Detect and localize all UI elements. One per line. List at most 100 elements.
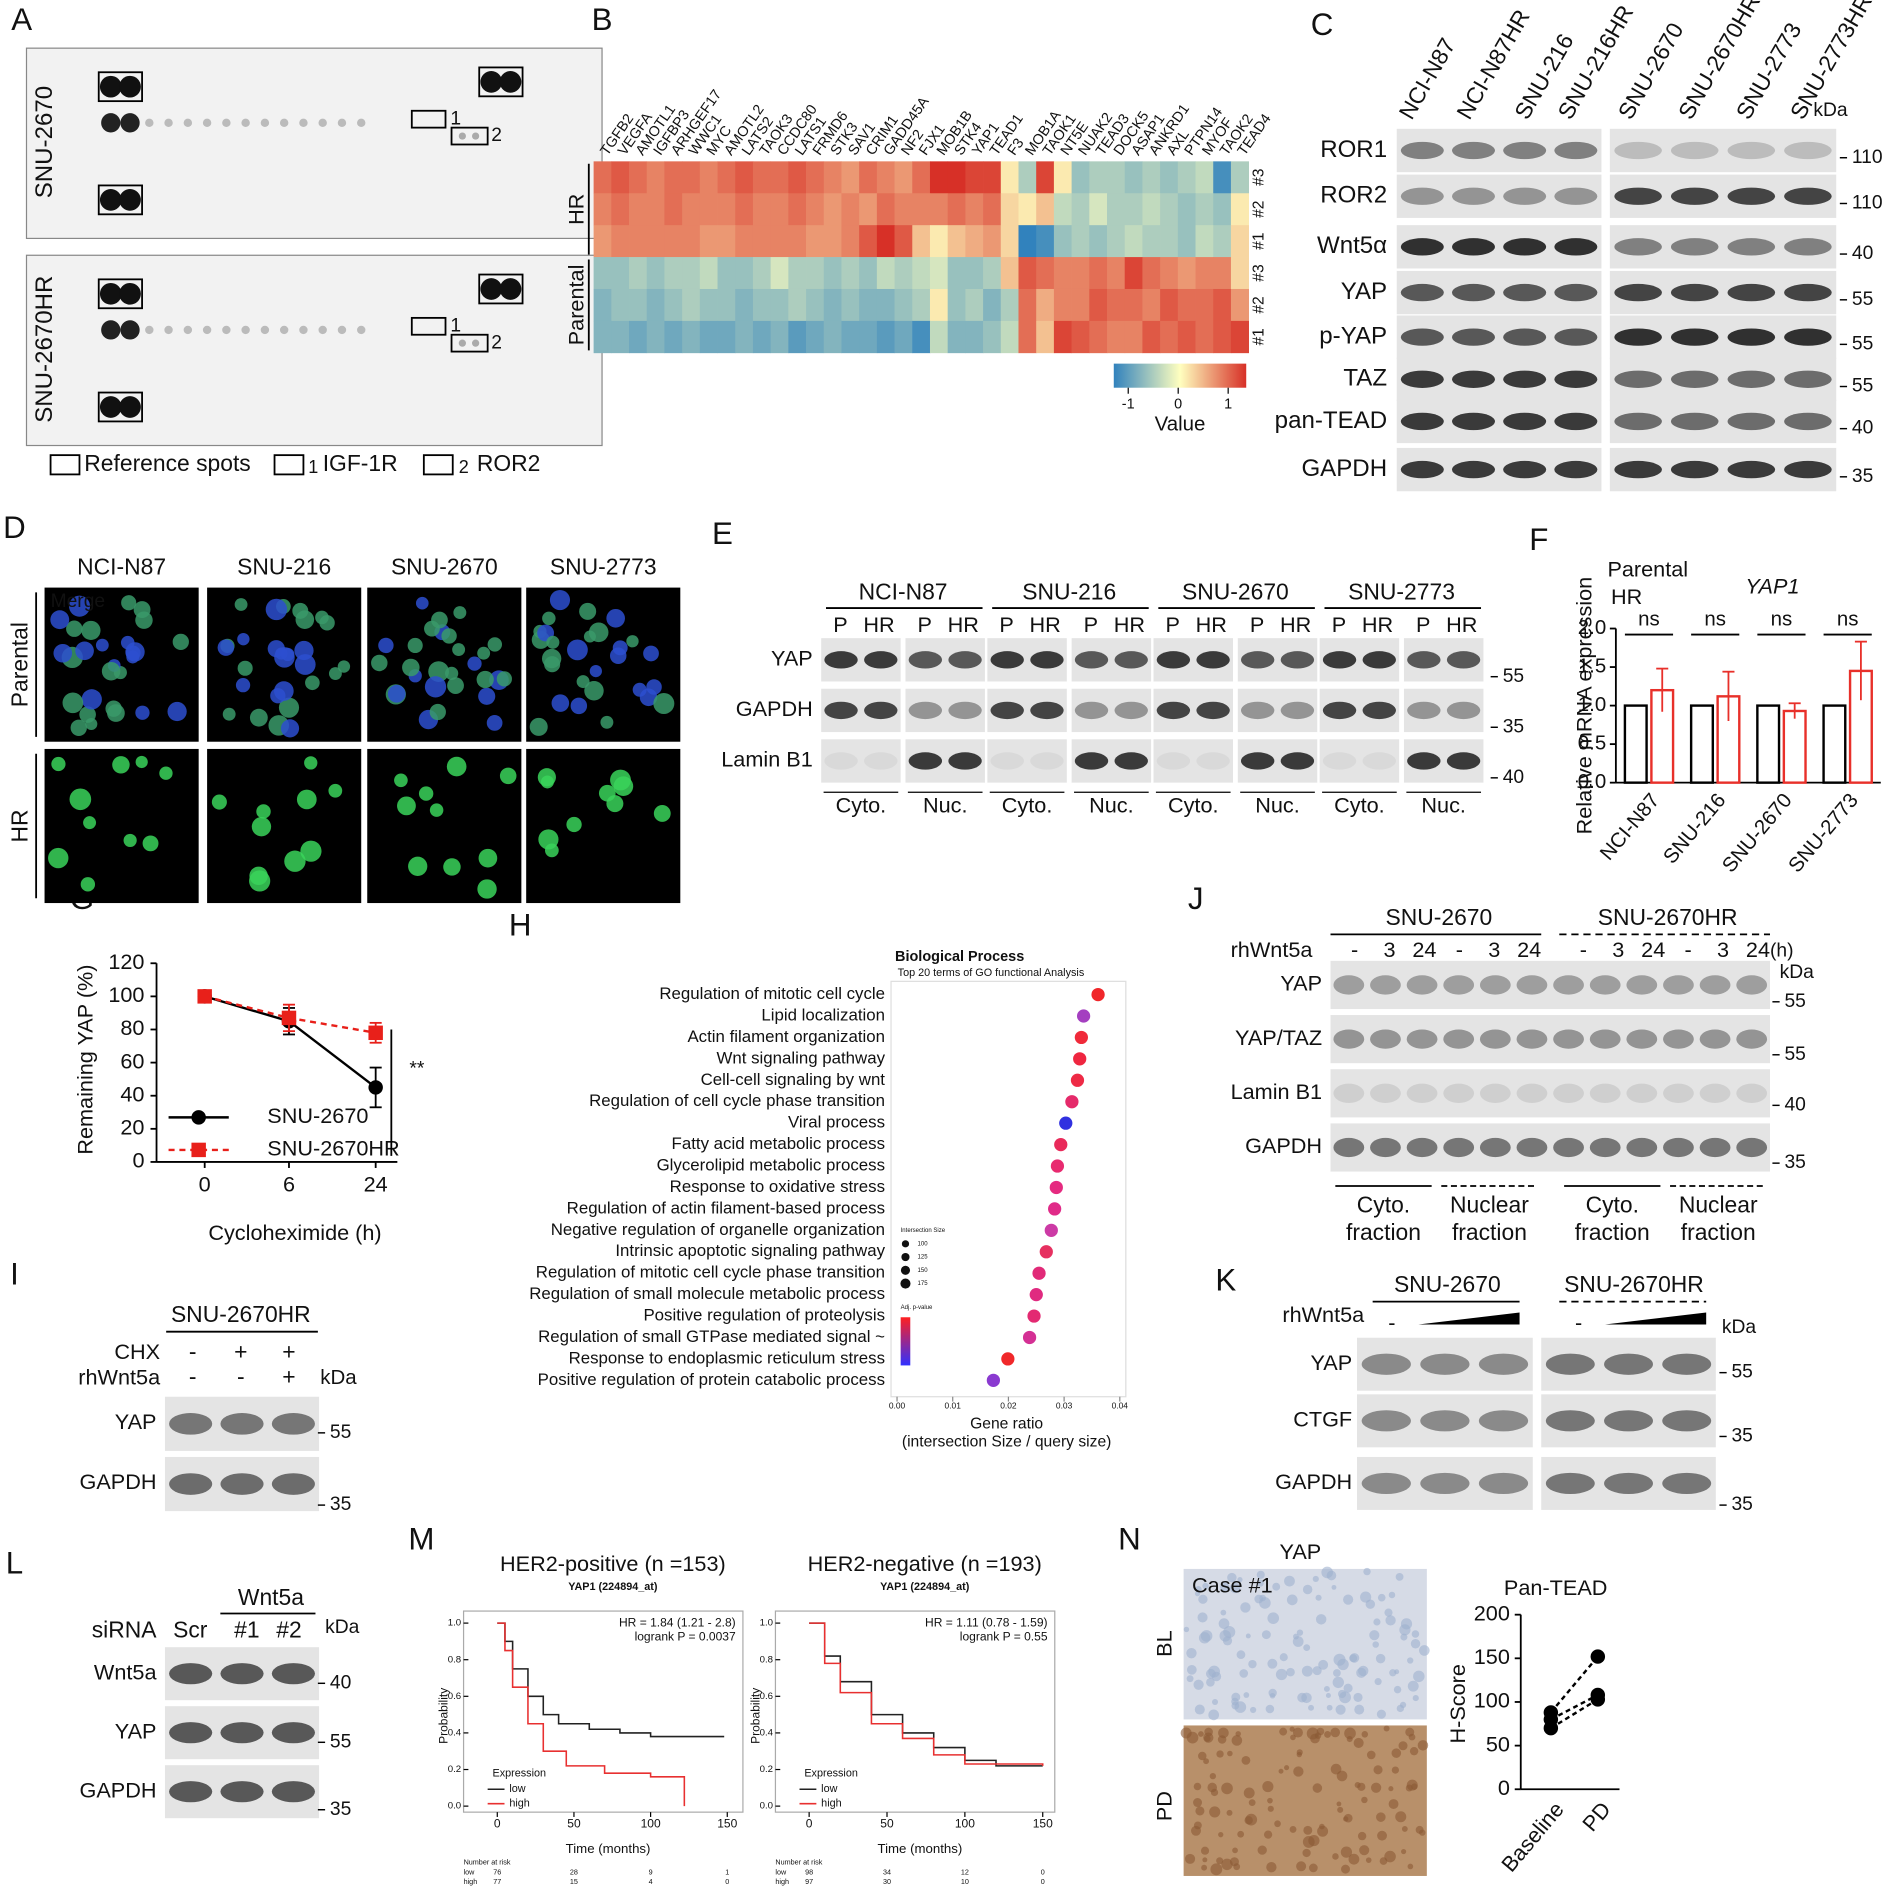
heat-cell xyxy=(823,193,842,226)
heat-cell xyxy=(1124,320,1143,354)
tissue xyxy=(1330,1763,1342,1775)
label: HER2-positive (n =153) xyxy=(500,1551,726,1576)
heat-cell xyxy=(611,257,630,290)
point xyxy=(197,989,212,1004)
cell xyxy=(295,610,315,629)
lane-label: 3 xyxy=(1612,937,1624,962)
tissue xyxy=(1366,1750,1376,1760)
row-label: TAZ xyxy=(1343,365,1387,392)
heat-cell xyxy=(965,257,984,290)
label: 1 xyxy=(450,108,461,129)
heat-cell xyxy=(752,320,772,354)
band xyxy=(1370,1029,1401,1049)
tissue xyxy=(1202,1857,1208,1863)
tissue xyxy=(1384,1850,1396,1863)
label: P xyxy=(833,612,847,637)
tissue xyxy=(1415,1825,1424,1834)
cell xyxy=(446,756,467,777)
band xyxy=(1362,752,1396,770)
heat-cell xyxy=(1213,193,1232,226)
heat-cell xyxy=(1053,225,1072,258)
row-label: GAPDH xyxy=(1301,455,1387,482)
legend-entry: high xyxy=(821,1798,841,1810)
label: Number at risk xyxy=(775,1858,822,1867)
tissue xyxy=(1376,1709,1386,1719)
legend-marker xyxy=(191,1142,206,1158)
label: P xyxy=(1416,612,1430,637)
tissue xyxy=(1284,1575,1295,1587)
heat-cell xyxy=(1124,257,1143,290)
label: NCI-N87 xyxy=(77,553,166,579)
reference-box xyxy=(478,273,524,305)
tissue xyxy=(1243,1692,1250,1698)
heat-cell xyxy=(965,288,984,322)
band xyxy=(1626,1083,1658,1103)
kda-label: 35 xyxy=(330,1799,351,1820)
tissue xyxy=(1360,1591,1372,1603)
tissue xyxy=(1389,1669,1397,1677)
band xyxy=(1503,328,1547,346)
y-tick-label: 0.0 xyxy=(760,1801,773,1812)
heat-cell xyxy=(947,288,966,322)
cell xyxy=(570,697,588,715)
lane-label: 24 xyxy=(1746,937,1770,962)
heat-cell xyxy=(876,257,895,290)
heat-cell xyxy=(593,257,612,290)
cell xyxy=(265,598,288,621)
kda-label: 110 xyxy=(1852,147,1883,168)
dot xyxy=(1022,1330,1037,1345)
label: Expression xyxy=(492,1767,546,1779)
tissue xyxy=(1363,1567,1371,1576)
band xyxy=(1589,1083,1621,1103)
tissue xyxy=(1335,1704,1346,1715)
risk-count: 30 xyxy=(883,1877,891,1886)
heat-cell xyxy=(1230,257,1249,290)
tissue xyxy=(1365,1857,1372,1863)
tissue xyxy=(1216,1750,1224,1758)
tissue xyxy=(1203,1758,1210,1765)
cell xyxy=(211,794,227,810)
cell xyxy=(418,786,434,801)
label: SNU-2670 xyxy=(1394,1271,1501,1297)
cell xyxy=(589,664,602,678)
heat-cell xyxy=(1195,257,1214,290)
kda-label: 55 xyxy=(330,1422,351,1443)
label: BL xyxy=(1151,1630,1176,1656)
tissue xyxy=(1302,1836,1315,1848)
tissue xyxy=(1275,1668,1288,1681)
heat-cell xyxy=(841,320,860,354)
band xyxy=(169,1781,213,1803)
band xyxy=(1736,975,1768,995)
band xyxy=(1478,1410,1529,1432)
tissue xyxy=(1227,1572,1237,1583)
tissue xyxy=(1212,1698,1219,1705)
tissue xyxy=(1186,1664,1197,1675)
tissue xyxy=(1396,1704,1405,1713)
tissue xyxy=(1279,1653,1288,1662)
tissue xyxy=(1296,1629,1304,1636)
heat-cell xyxy=(1018,257,1037,290)
band xyxy=(1400,283,1444,302)
tissue xyxy=(1232,1847,1238,1854)
cell xyxy=(251,816,272,837)
heat-cell xyxy=(841,225,860,258)
row-label: pan-TEAD xyxy=(1275,407,1387,434)
label: HR xyxy=(1030,612,1061,637)
spot xyxy=(183,118,193,128)
tissue xyxy=(1349,1654,1358,1663)
tissue xyxy=(1269,1692,1276,1699)
band xyxy=(1406,1083,1438,1103)
legend-entry: high xyxy=(509,1798,529,1810)
term-label: Intrinsic apoptotic signaling pathway xyxy=(615,1241,885,1260)
label: YAP xyxy=(115,1718,157,1743)
heat-cell xyxy=(788,257,807,290)
label: YAP/TAZ xyxy=(1235,1025,1322,1050)
heat-cell xyxy=(929,161,949,194)
tissue xyxy=(1217,1735,1227,1744)
heat-cell xyxy=(929,225,949,258)
tissue xyxy=(1231,1735,1243,1746)
row-label: #2 xyxy=(1251,201,1268,218)
heat-cell xyxy=(752,257,772,290)
heat-cell xyxy=(1107,288,1126,322)
tissue xyxy=(1395,1572,1404,1581)
